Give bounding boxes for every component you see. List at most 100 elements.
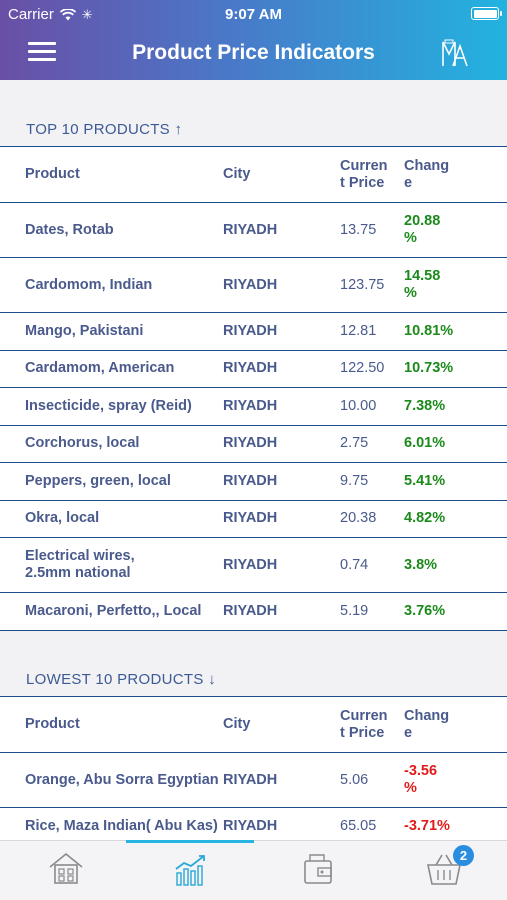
- table-row[interactable]: Orange, Abu Sorra Egyptian RIYADH 5.06 -3.5…: [0, 752, 507, 808]
- header-change-line2: e: [404, 724, 413, 741]
- table-row[interactable]: Peppers, green, local RIYADH 9.75 5.41%: [0, 462, 507, 501]
- city: RIYADH: [223, 424, 340, 463]
- product-name-text: Insecticide, spray (Reid): [25, 397, 192, 414]
- price-change-suffix: %: [404, 780, 417, 796]
- header-change: Chang e: [402, 146, 507, 203]
- current-price: 20.38: [340, 499, 402, 538]
- price-change-text: 10.81%: [404, 322, 454, 339]
- header-change: Chang e: [402, 696, 507, 753]
- product-name: Cardomom, Indian: [0, 257, 223, 313]
- current-price: 9.75: [340, 462, 402, 501]
- price-change-text: 3.8%: [404, 556, 438, 573]
- product-name-text: Cardamom, American: [25, 360, 175, 377]
- product-name: Okra, local: [0, 499, 223, 538]
- table-row[interactable]: Cardomom, Indian RIYADH 123.75 14.58%: [0, 257, 507, 313]
- city: RIYADH: [223, 807, 340, 840]
- table-header-row: Product City Curren t Price Chang e: [0, 696, 507, 753]
- table-row[interactable]: Macaroni, Perfetto,, Local RIYADH 5.19 3.76…: [0, 592, 507, 631]
- wallet-tab-icon[interactable]: [298, 849, 338, 889]
- active-tab-indicator: [126, 840, 254, 843]
- product-name: Insecticide, spray (Reid): [0, 387, 223, 426]
- price-change-text: 3.76%: [404, 602, 446, 619]
- activity-spinner-icon: ✳: [81, 6, 93, 22]
- city: RIYADH: [223, 202, 340, 258]
- header-change-line2: e: [404, 174, 413, 191]
- city: RIYADH: [223, 499, 340, 538]
- price-change-text: -3.56: [404, 763, 438, 779]
- product-name-text: Peppers, green, local: [25, 472, 171, 489]
- price-change: 6.01%: [402, 424, 507, 463]
- current-price: 10.00: [340, 387, 402, 426]
- current-price: 5.06: [340, 752, 402, 808]
- carrier-info: Carrier ✳: [8, 6, 93, 23]
- basket-icon: [427, 854, 461, 885]
- top-products-title: TOP 10 PRODUCTS ↑: [26, 121, 183, 138]
- table-row[interactable]: Insecticide, spray (Reid) RIYADH 10.00 7.38…: [0, 387, 507, 426]
- lowest-products-table: Product City Curren t Price Chang e Oran…: [0, 696, 507, 840]
- ma-logo-icon[interactable]: [439, 38, 469, 68]
- carrier-label: Carrier: [8, 6, 54, 23]
- city: RIYADH: [223, 257, 340, 313]
- current-price: 2.75: [340, 424, 402, 463]
- header-product: Product: [0, 696, 223, 753]
- product-name-text: Rice, Maza Indian( Abu Kas): [25, 817, 218, 834]
- battery-icon: [471, 7, 502, 20]
- header-change-line1: Chang: [404, 157, 450, 174]
- status-time: 9:07 AM: [225, 6, 282, 23]
- city: RIYADH: [223, 312, 340, 351]
- table-row[interactable]: Rice, Maza Indian( Abu Kas) RIYADH 65.05 -3…: [0, 807, 507, 840]
- product-name: Mango, Pakistani: [0, 312, 223, 351]
- product-name: Cardamom, American: [0, 349, 223, 388]
- price-change: 14.58%: [402, 257, 507, 313]
- city: RIYADH: [223, 387, 340, 426]
- product-name: Corchorus, local: [0, 424, 223, 463]
- basket-tab[interactable]: 2: [424, 845, 474, 889]
- header-current-price: Curren t Price: [340, 146, 402, 203]
- product-name: Orange, Abu Sorra Egyptian: [0, 752, 223, 808]
- product-name: Macaroni, Perfetto,, Local: [0, 592, 223, 631]
- city: RIYADH: [223, 462, 340, 501]
- city: RIYADH: [223, 752, 340, 808]
- table-row[interactable]: Electrical wires, 2.5mm national RIYADH 0.7…: [0, 537, 507, 593]
- indicators-tab-icon[interactable]: [171, 849, 211, 889]
- product-name: Peppers, green, local: [0, 462, 223, 501]
- product-name-text: Electrical wires,: [25, 548, 135, 564]
- price-change: 5.41%: [402, 462, 507, 501]
- main-content[interactable]: TOP 10 PRODUCTS ↑ Product City Curren t …: [0, 80, 507, 840]
- lowest-products-title: LOWEST 10 PRODUCTS ↓: [26, 671, 216, 688]
- page-title: Product Price Indicators: [132, 41, 375, 64]
- product-name: Dates, Rotab: [0, 202, 223, 258]
- price-change-text: 20.88: [404, 213, 441, 229]
- tab-bar: 2: [0, 840, 507, 900]
- table-row[interactable]: Okra, local RIYADH 20.38 4.82%: [0, 499, 507, 538]
- header-city: City: [223, 146, 340, 203]
- header-change-line1: Chang: [404, 707, 450, 724]
- product-name-text: Cardomom, Indian: [25, 276, 153, 293]
- product-name-text: Macaroni, Perfetto,, Local: [25, 602, 202, 619]
- table-row[interactable]: Dates, Rotab RIYADH 13.75 20.88%: [0, 202, 507, 258]
- current-price: 5.19: [340, 592, 402, 631]
- price-change-suffix: %: [404, 230, 417, 246]
- header-price-line1: Curren: [340, 157, 388, 174]
- price-change-suffix: %: [404, 285, 417, 301]
- header-current-price: Curren t Price: [340, 696, 402, 753]
- price-change: 10.81%: [402, 312, 507, 351]
- menu-button[interactable]: [28, 42, 56, 64]
- price-change: 3.76%: [402, 592, 507, 631]
- price-change: -3.56%: [402, 752, 507, 808]
- product-name-text: Mango, Pakistani: [25, 322, 144, 339]
- price-change: 7.38%: [402, 387, 507, 426]
- table-row[interactable]: Corchorus, local RIYADH 2.75 6.01%: [0, 424, 507, 463]
- table-row[interactable]: Cardamom, American RIYADH 122.50 10.73%: [0, 349, 507, 388]
- price-change: -3.71%: [402, 807, 507, 840]
- home-tab-icon[interactable]: [46, 849, 86, 889]
- product-name-text: Corchorus, local: [25, 435, 140, 452]
- product-name: Electrical wires, 2.5mm national: [0, 537, 223, 593]
- price-change: 4.82%: [402, 499, 507, 538]
- city: RIYADH: [223, 349, 340, 388]
- price-change-text: 5.41%: [404, 472, 446, 489]
- city: RIYADH: [223, 592, 340, 631]
- table-row[interactable]: Mango, Pakistani RIYADH 12.81 10.81%: [0, 312, 507, 351]
- price-change-text: -3.71%: [404, 817, 450, 834]
- city: RIYADH: [223, 537, 340, 593]
